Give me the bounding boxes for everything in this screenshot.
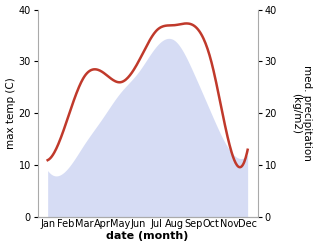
Y-axis label: med. precipitation
(kg/m2): med. precipitation (kg/m2) — [291, 65, 313, 161]
Y-axis label: max temp (C): max temp (C) — [5, 78, 16, 149]
X-axis label: date (month): date (month) — [107, 231, 189, 242]
